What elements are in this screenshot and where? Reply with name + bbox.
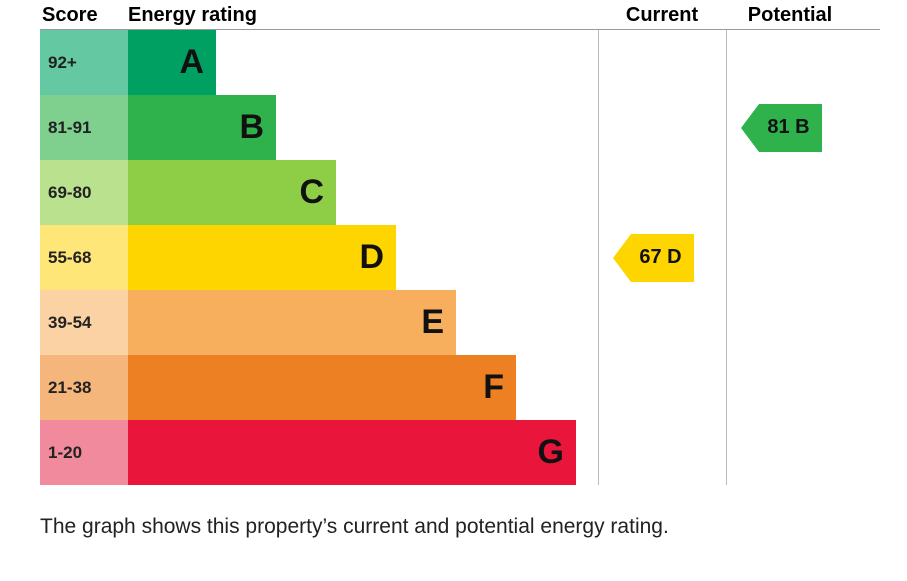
rating-bar-b: B — [128, 95, 276, 160]
rating-row-e: 39-54E — [40, 290, 880, 355]
header-rating: Energy rating — [128, 0, 598, 29]
potential-cell — [726, 355, 854, 420]
arrow-left-icon — [613, 234, 631, 282]
bar-cell: A — [128, 30, 598, 95]
score-label: 1-20 — [40, 420, 128, 485]
header-row: Score Energy rating Current Potential — [40, 0, 880, 30]
current-cell — [598, 160, 726, 225]
bar-cell: D — [128, 225, 598, 290]
arrow-left-icon — [741, 104, 759, 152]
score-label: 55-68 — [40, 225, 128, 290]
potential-cell — [726, 30, 854, 95]
rating-bar-e: E — [128, 290, 456, 355]
bar-cell: B — [128, 95, 598, 160]
score-label: 69-80 — [40, 160, 128, 225]
bar-cell: E — [128, 290, 598, 355]
bar-cell: G — [128, 420, 598, 485]
current-cell — [598, 355, 726, 420]
rating-row-f: 21-38F — [40, 355, 880, 420]
score-label: 21-38 — [40, 355, 128, 420]
header-potential: Potential — [726, 0, 854, 29]
potential-cell — [726, 160, 854, 225]
rating-row-b: 81-91B 81 B — [40, 95, 880, 160]
bar-cell: C — [128, 160, 598, 225]
score-label: 81-91 — [40, 95, 128, 160]
header-score: Score — [40, 0, 128, 29]
potential-marker: 81 B — [759, 104, 821, 152]
rating-row-d: 55-68D 67 D — [40, 225, 880, 290]
rating-row-g: 1-20G — [40, 420, 880, 485]
potential-cell: 81 B — [726, 95, 854, 160]
header-current: Current — [598, 0, 726, 29]
current-cell — [598, 30, 726, 95]
score-label: 92+ — [40, 30, 128, 95]
potential-cell — [726, 225, 854, 290]
rating-bar-d: D — [128, 225, 396, 290]
current-cell — [598, 420, 726, 485]
epc-chart: Score Energy rating Current Potential 92… — [40, 0, 880, 485]
current-marker: 67 D — [631, 234, 693, 282]
rating-bar-g: G — [128, 420, 576, 485]
rating-bar-a: A — [128, 30, 216, 95]
potential-cell — [726, 420, 854, 485]
rating-bar-c: C — [128, 160, 336, 225]
caption: The graph shows this property’s current … — [40, 515, 907, 539]
current-cell: 67 D — [598, 225, 726, 290]
score-label: 39-54 — [40, 290, 128, 355]
potential-cell — [726, 290, 854, 355]
rating-bar-f: F — [128, 355, 516, 420]
rows-container: 92+A81-91B 81 B 69-80C55-68D 67 D 39-54E21-3… — [40, 30, 880, 485]
rating-row-c: 69-80C — [40, 160, 880, 225]
bar-cell: F — [128, 355, 598, 420]
rating-row-a: 92+A — [40, 30, 880, 95]
current-cell — [598, 290, 726, 355]
current-cell — [598, 95, 726, 160]
